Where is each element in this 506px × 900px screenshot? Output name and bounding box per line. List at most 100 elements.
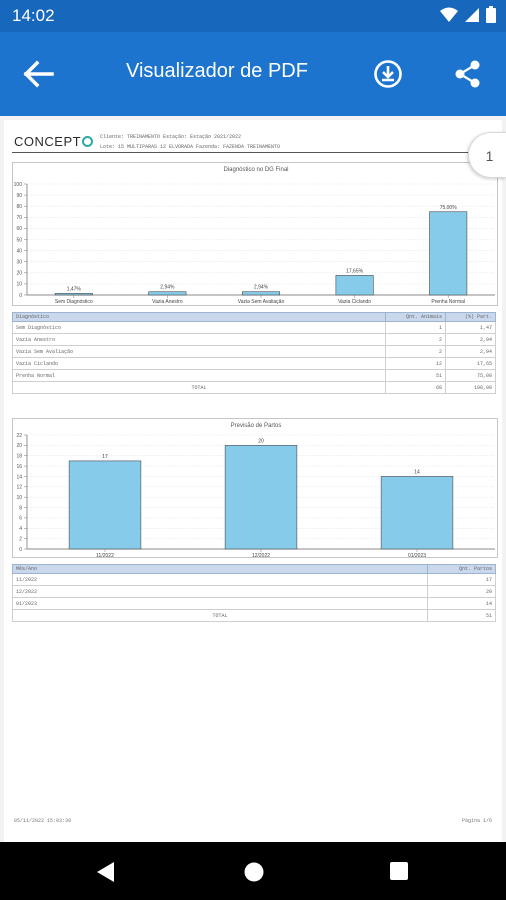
status-bar: 14:02 (0, 0, 506, 32)
nav-recents-icon[interactable] (390, 862, 408, 885)
bar (224, 445, 298, 550)
concept-logo: CONCEPT (14, 134, 94, 149)
y-tick-label: 0 (19, 547, 22, 553)
data-label: 20 (258, 438, 264, 444)
y-tick-label: 18 (16, 454, 22, 460)
x-tick-label: 11/2022 (96, 553, 114, 559)
signal-icon (464, 7, 480, 28)
y-tick-label: 10 (16, 282, 22, 288)
y-tick-label: 100 (14, 182, 23, 188)
x-tick-label: Prenha Normal (431, 299, 465, 305)
bar (241, 291, 281, 296)
logo-circle-icon (82, 136, 94, 147)
table-cell: 51 (385, 369, 446, 382)
table-row: Vazia Anestro 2 2,94 (12, 333, 496, 346)
chart-partos-svg: Previsão de Partos 0 2 4 6 8 10 12 14 16 18 20 22 17 1… (16, 423, 495, 559)
page-title: Visualizador de PDF (126, 60, 308, 82)
col-header: Mês/Ano (12, 564, 428, 574)
bar (148, 291, 187, 296)
system-nav-bar (0, 842, 506, 900)
table-cell: 1 (385, 321, 446, 334)
y-tick-label: 50 (16, 237, 22, 243)
x-tick-label: Sem Diagnóstico (55, 299, 93, 305)
battery-icon (486, 6, 496, 28)
data-label: 2,94% (160, 285, 175, 291)
table-row: 12/2022 20 (12, 585, 496, 598)
col-header: Qnt. Partos (427, 564, 496, 574)
table-row: Vazia Ciclando 12 17,65 (12, 357, 496, 370)
y-tick-label: 8 (19, 505, 22, 511)
chart-partos: Previsão de Partos 0 2 4 6 8 10 12 14 16 18 20 22 17 1… (12, 418, 498, 559)
y-tick-label: 22 (16, 433, 22, 439)
x-tick-label: Vazia Ciclando (338, 299, 371, 305)
table-cell: Vazia Sem Avaliação (12, 345, 386, 358)
header-divider (12, 152, 496, 153)
status-time: 14:02 (12, 6, 55, 25)
x-tick-label: Vazia Sem Avaliação (238, 299, 285, 305)
y-tick-label: 6 (19, 516, 22, 522)
table-cell: 2 (385, 333, 446, 346)
pdf-page: CONCEPT Cliente: TREINAMENTO Estação: Es… (4, 120, 502, 842)
nav-back-icon[interactable] (96, 861, 116, 888)
table-cell: 01/2023 (12, 597, 428, 610)
y-tick-label: 60 (16, 226, 22, 232)
x-tick-label: Vazia Anestro (152, 299, 183, 305)
y-tick-label: 4 (19, 526, 22, 532)
x-tick-label: 12/2022 (252, 553, 270, 559)
footer-timestamp: 05/11/2022 15:03:39 (14, 818, 72, 824)
y-tick-label: 30 (16, 260, 22, 266)
table-row: 11/2022 17 (12, 573, 496, 586)
table-row: Prenha Normal 51 75,00 (12, 369, 496, 382)
wifi-icon (440, 7, 458, 28)
chart-title: Previsão de Partos (231, 423, 282, 429)
chart-diagnostico: Diagnóstico no DG Final 0 10 20 30 40 50 60 70 80… (12, 162, 498, 306)
chart-title: Diagnóstico no DG Final (223, 167, 288, 173)
table-cell: 12/2022 (12, 585, 428, 598)
pdf-viewer[interactable]: CONCEPT Cliente: TREINAMENTO Estação: Es… (0, 116, 506, 842)
table-cell: 14 (427, 597, 496, 610)
table-cell: 2 (385, 345, 446, 358)
table-cell: 75,00 (445, 369, 496, 382)
y-tick-label: 20 (16, 271, 22, 277)
table-row: Sem Diagnóstico 1 1,47 (12, 321, 496, 334)
x-tick-label: 01/2023 (408, 553, 426, 559)
table-cell: TOTAL (12, 609, 428, 622)
table-cell: Vazia Anestro (12, 333, 386, 346)
download-icon[interactable] (372, 58, 404, 90)
app-bar: Visualizador de PDF (0, 32, 506, 116)
y-tick-label: 20 (16, 443, 22, 449)
y-tick-label: 80 (16, 204, 22, 210)
back-arrow-icon[interactable] (20, 56, 60, 92)
table-cell: 1,47 (445, 321, 496, 334)
y-tick-label: 40 (16, 248, 22, 254)
table-cell: 100,00 (445, 381, 496, 394)
y-tick-label: 70 (16, 215, 22, 221)
data-label: 75,00% (440, 205, 458, 211)
bar (68, 460, 142, 550)
table-cell: 2,94 (445, 333, 496, 346)
data-label: 17,65% (346, 268, 364, 274)
bar (380, 476, 454, 550)
header-line-2: Lote: 15 MULTIPARAS 12 ELVORADA Fazenda:… (100, 144, 281, 150)
y-tick-label: 12 (16, 485, 22, 491)
y-tick-label: 90 (16, 193, 22, 199)
y-tick-label: 14 (16, 474, 22, 480)
footer-page: Página 1/6 (461, 818, 492, 824)
nav-home-icon[interactable] (244, 862, 264, 887)
chart-diagnostico-svg: Diagnóstico no DG Final 0 10 20 30 40 50 60 70 80… (14, 167, 495, 305)
bar (335, 275, 374, 296)
logo-text: CONCEPT (14, 134, 82, 149)
header-line-1: Cliente: TREINAMENTO Estação: Estação 20… (100, 134, 242, 140)
y-tick-label: 10 (16, 495, 22, 501)
table-diagnostico: Diagnóstico Qnt. Animais (%) Part. Sem D… (12, 312, 496, 394)
share-icon[interactable] (452, 58, 484, 90)
y-tick-label: 16 (16, 464, 22, 470)
col-header: Qnt. Animais (385, 312, 446, 322)
table-cell: 17 (427, 573, 496, 586)
y-tick-label: 0 (19, 293, 22, 299)
y-tick-label: 2 (19, 536, 22, 542)
bar (429, 211, 468, 296)
table-total-row: TOTAL 68 100,00 (12, 381, 496, 394)
page-indicator[interactable]: 1 (468, 132, 506, 178)
table-total-row: TOTAL 51 (12, 609, 496, 622)
